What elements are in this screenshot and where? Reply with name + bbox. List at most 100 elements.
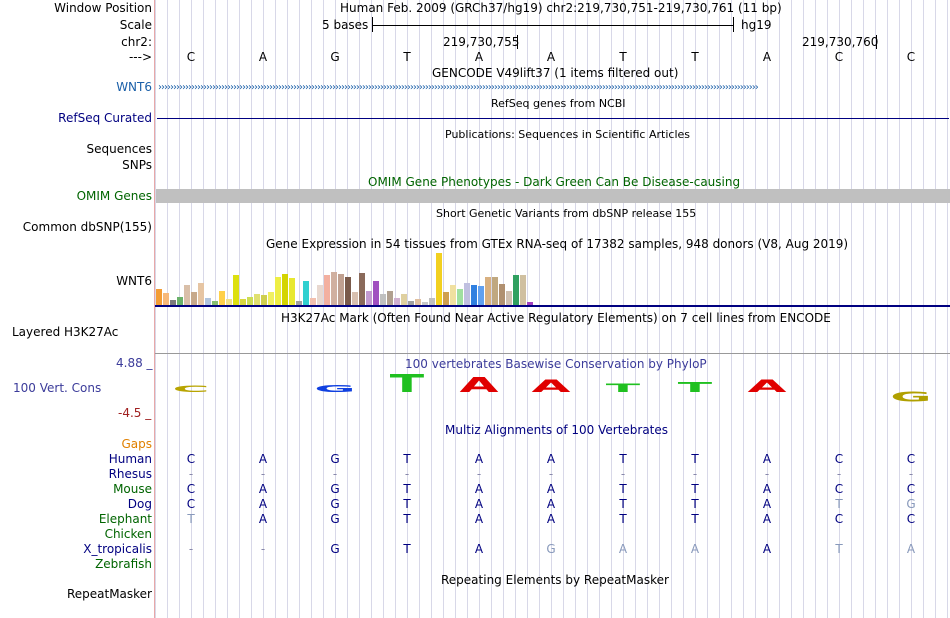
gtex-tissue-bar[interactable] [352, 292, 358, 305]
gtex-tissue-bar[interactable] [492, 277, 498, 305]
omim-track-label[interactable]: OMIM Genes [76, 189, 152, 203]
gtex-track-label[interactable]: WNT6 [116, 274, 152, 288]
gtex-track-title[interactable]: Gene Expression in 54 tissues from GTEx … [266, 237, 849, 251]
gencode-track-label[interactable]: WNT6 [116, 80, 152, 94]
grid-line [575, 0, 576, 618]
omim-feature-bar[interactable] [156, 189, 950, 203]
gtex-tissue-bar[interactable] [303, 281, 309, 305]
pubs-snps-label[interactable]: SNPs [122, 158, 152, 172]
gencode-wnt6-feature[interactable]: ››››››››››››››››››››››››››››››››››››››››… [158, 82, 759, 92]
gtex-tissue-bar[interactable] [205, 298, 211, 305]
gtex-tissue-bar[interactable] [338, 274, 344, 305]
species-label[interactable]: Zebrafish [95, 557, 152, 571]
species-label[interactable]: X_tropicalis [83, 542, 152, 556]
gtex-tissue-bar[interactable] [247, 297, 253, 305]
gtex-gene-line [155, 305, 950, 307]
pubs-sequences-label[interactable]: Sequences [86, 142, 152, 156]
gtex-tissue-bar[interactable] [485, 277, 491, 305]
gtex-bar-chart[interactable] [156, 252, 536, 305]
gtex-tissue-bar[interactable] [471, 285, 477, 305]
grid-line [419, 0, 420, 618]
gencode-track-title[interactable]: GENCODE V49lift37 (1 items filtered out) [432, 66, 679, 80]
h3k27ac-track-label[interactable]: Layered H3K27Ac [12, 325, 119, 339]
species-label[interactable]: Human [108, 452, 152, 466]
gtex-tissue-bar[interactable] [394, 298, 400, 305]
gtex-tissue-bar[interactable] [282, 274, 288, 305]
gtex-tissue-bar[interactable] [226, 299, 232, 305]
gtex-tissue-bar[interactable] [240, 299, 246, 305]
gtex-tissue-bar[interactable] [408, 301, 414, 305]
species-label[interactable]: Dog [127, 497, 152, 511]
gtex-tissue-bar[interactable] [520, 275, 526, 305]
species-label[interactable]: Chicken [104, 527, 152, 541]
gtex-tissue-bar[interactable] [359, 273, 365, 305]
dbsnp-track-title[interactable]: Short Genetic Variants from dbSNP releas… [436, 207, 697, 220]
gtex-tissue-bar[interactable] [261, 295, 267, 305]
cons-logo[interactable]: C G T A A T T AG [155, 368, 950, 412]
alignment-base: G [330, 497, 340, 511]
refseq-track-label[interactable]: RefSeq Curated [58, 111, 152, 125]
gtex-tissue-bar[interactable] [527, 302, 533, 305]
gtex-tissue-bar[interactable] [177, 297, 183, 305]
grid-line [887, 0, 888, 618]
gtex-tissue-bar[interactable] [310, 298, 316, 305]
gtex-tissue-bar[interactable] [380, 294, 386, 305]
gtex-tissue-bar[interactable] [513, 275, 519, 305]
rmsk-track-title[interactable]: Repeating Elements by RepeatMasker [441, 573, 669, 587]
multiz-track-title[interactable]: Multiz Alignments of 100 Vertebrates [445, 423, 669, 437]
gtex-tissue-bar[interactable] [163, 293, 169, 305]
gtex-tissue-bar[interactable] [233, 275, 239, 305]
cons-track-title[interactable]: 100 vertebrates Basewise Conservation by… [405, 357, 707, 371]
gtex-tissue-bar[interactable] [317, 285, 323, 305]
gtex-tissue-bar[interactable] [436, 253, 442, 305]
gtex-tissue-bar[interactable] [198, 283, 204, 305]
gtex-tissue-bar[interactable] [184, 285, 190, 305]
rmsk-track-label[interactable]: RepeatMasker [66, 587, 152, 601]
gtex-tissue-bar[interactable] [170, 300, 176, 305]
gtex-tissue-bar[interactable] [506, 291, 512, 305]
grid-line [275, 0, 276, 618]
gtex-tissue-bar[interactable] [156, 289, 162, 305]
alignment-base: T [619, 452, 627, 466]
cons-track-label[interactable]: 100 Vert. Cons [13, 381, 102, 395]
alignment-base: - [620, 467, 626, 481]
gtex-tissue-bar[interactable] [373, 281, 379, 305]
coord-tick-1 [517, 35, 518, 49]
gtex-tissue-bar[interactable] [289, 278, 295, 305]
gtex-tissue-bar[interactable] [366, 291, 372, 305]
gtex-tissue-bar[interactable] [415, 299, 421, 305]
gtex-tissue-bar[interactable] [254, 294, 260, 305]
species-label[interactable]: Mouse [113, 482, 152, 496]
species-label[interactable]: Rhesus [108, 467, 152, 481]
gtex-tissue-bar[interactable] [219, 291, 225, 305]
gtex-tissue-bar[interactable] [296, 301, 302, 305]
pubs-track-title[interactable]: Publications: Sequences in Scientific Ar… [445, 128, 690, 141]
gtex-tissue-bar[interactable] [387, 291, 393, 305]
gtex-tissue-bar[interactable] [191, 292, 197, 305]
gtex-tissue-bar[interactable] [450, 285, 456, 305]
species-label[interactable]: Elephant [98, 512, 152, 526]
h3k27ac-track-title[interactable]: H3K27Ac Mark (Often Found Near Active Re… [281, 311, 831, 325]
cons-logo-letter: A [532, 376, 571, 396]
gtex-tissue-bar[interactable] [268, 292, 274, 305]
gtex-tissue-bar[interactable] [275, 277, 281, 305]
gtex-tissue-bar[interactable] [345, 277, 351, 305]
gtex-tissue-bar[interactable] [478, 286, 484, 305]
alignment-base: - [188, 467, 194, 481]
gtex-tissue-bar[interactable] [331, 272, 337, 305]
omim-track-title[interactable]: OMIM Gene Phenotypes - Dark Green Can Be… [368, 175, 741, 189]
gtex-tissue-bar[interactable] [464, 283, 470, 305]
gtex-tissue-bar[interactable] [457, 289, 463, 305]
gtex-tissue-bar[interactable] [422, 302, 428, 305]
gtex-tissue-bar[interactable] [401, 294, 407, 305]
gtex-tissue-bar[interactable] [212, 301, 218, 305]
alignment-base: T [403, 452, 411, 466]
alignment-base: C [834, 452, 844, 466]
gtex-tissue-bar[interactable] [324, 275, 330, 305]
gtex-tissue-bar[interactable] [429, 298, 435, 305]
refseq-feature-line[interactable] [157, 118, 949, 119]
refseq-track-title[interactable]: RefSeq genes from NCBI [491, 97, 626, 110]
dbsnp-track-label[interactable]: Common dbSNP(155) [22, 220, 152, 234]
gtex-tissue-bar[interactable] [443, 292, 449, 305]
gtex-tissue-bar[interactable] [499, 284, 505, 305]
